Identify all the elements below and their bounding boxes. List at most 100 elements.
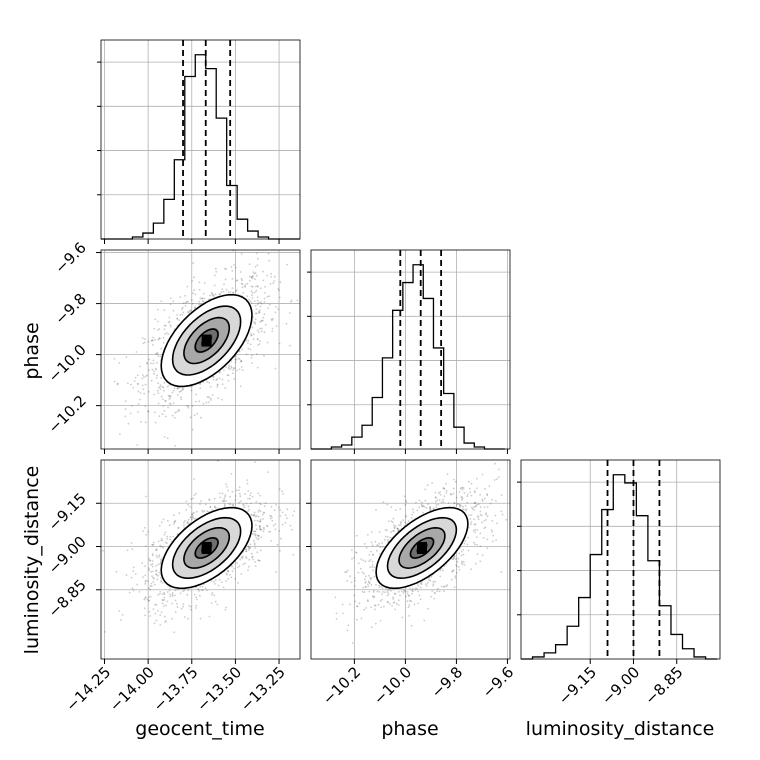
scatter-point	[155, 549, 158, 551]
scatter-point	[227, 577, 230, 580]
scatter-point	[250, 285, 253, 288]
scatter-point	[169, 396, 172, 399]
scatter-point	[396, 527, 399, 530]
scatter-point	[168, 316, 171, 319]
scatter-point	[250, 334, 253, 336]
scatter-point	[434, 580, 436, 583]
scatter-point	[274, 367, 277, 370]
scatter-point	[415, 501, 417, 504]
scatter-point	[167, 394, 170, 397]
scatter-point	[423, 619, 426, 622]
scatter-point	[193, 414, 196, 417]
scatter-point	[172, 523, 175, 525]
scatter-point	[249, 494, 252, 497]
scatter-point	[259, 510, 262, 512]
scatter-point	[201, 297, 203, 300]
scatter-point	[154, 338, 156, 341]
scatter-point	[367, 585, 370, 588]
scatter-point	[145, 579, 147, 582]
scatter-point	[227, 571, 230, 573]
scatter-point	[157, 392, 160, 394]
scatter-point	[152, 581, 155, 583]
scatter-point	[155, 548, 158, 550]
scatter-point	[225, 572, 228, 575]
scatter-point	[249, 348, 252, 351]
scatter-point	[225, 483, 228, 485]
scatter-point	[475, 487, 478, 490]
scatter-point	[394, 608, 396, 611]
scatter-point	[159, 544, 162, 547]
scatter-point	[251, 514, 253, 516]
scatter-point	[249, 279, 251, 282]
scatter-point	[405, 501, 408, 504]
scatter-point	[157, 540, 160, 543]
scatter-point	[182, 311, 185, 314]
scatter-point	[481, 521, 483, 524]
scatter-point	[148, 569, 150, 571]
scatter-point	[462, 505, 464, 508]
scatter-point	[375, 583, 377, 586]
scatter-point	[257, 511, 260, 513]
scatter-point	[479, 545, 482, 547]
scatter-point	[386, 503, 389, 506]
scatter-point	[245, 550, 248, 552]
scatter-point	[381, 598, 383, 601]
scatter-point	[360, 617, 363, 620]
scatter-point	[162, 546, 165, 549]
scatter-point	[171, 391, 174, 394]
scatter-point	[222, 290, 225, 293]
scatter-point	[249, 275, 251, 278]
scatter-point	[404, 595, 407, 598]
scatter-point	[462, 561, 465, 564]
scatter-point	[245, 502, 248, 505]
scatter-point	[187, 300, 189, 303]
scatter-point	[458, 491, 461, 493]
scatter-point	[400, 522, 402, 524]
scatter-point	[238, 368, 241, 371]
scatter-point	[241, 283, 244, 286]
scatter-point	[186, 285, 189, 288]
scatter-point	[240, 282, 243, 285]
scatter-point	[163, 605, 165, 607]
scatter-point	[227, 569, 229, 572]
scatter-point	[279, 549, 281, 552]
scatter-point	[159, 384, 162, 386]
scatter-point	[245, 548, 248, 551]
scatter-point	[485, 512, 487, 515]
scatter-point	[240, 556, 243, 559]
scatter-point	[454, 480, 457, 483]
scatter-point	[259, 287, 262, 290]
scatter-point	[409, 599, 411, 602]
scatter-point	[149, 585, 152, 587]
scatter-point	[268, 259, 271, 262]
scatter-point	[169, 595, 172, 598]
scatter-point	[252, 333, 255, 336]
scatter-point	[188, 310, 191, 313]
scatter-point	[230, 365, 233, 368]
scatter-point	[258, 311, 260, 314]
scatter-point	[254, 321, 256, 324]
scatter-point	[211, 394, 214, 396]
scatter-point	[349, 575, 351, 578]
scatter-point	[137, 383, 140, 385]
scatter-point	[513, 485, 515, 487]
scatter-point	[225, 606, 228, 609]
scatter-point	[255, 537, 258, 539]
scatter-point	[212, 378, 215, 381]
scatter-point	[334, 596, 337, 599]
x-axis-label-geocent-time: geocent_time	[135, 718, 264, 740]
scatter-point	[254, 304, 257, 307]
scatter-point	[291, 528, 294, 531]
scatter-point	[148, 596, 150, 599]
scatter-point	[183, 521, 185, 524]
scatter-point	[158, 415, 161, 418]
scatter-point	[168, 398, 171, 400]
scatter-point	[161, 413, 164, 416]
scatter-point	[245, 353, 248, 356]
scatter-point	[258, 520, 260, 523]
scatter-point	[157, 329, 159, 331]
scatter-point	[387, 520, 390, 523]
scatter-point	[151, 575, 154, 577]
scatter-point	[196, 510, 198, 513]
scatter-point	[251, 556, 253, 559]
